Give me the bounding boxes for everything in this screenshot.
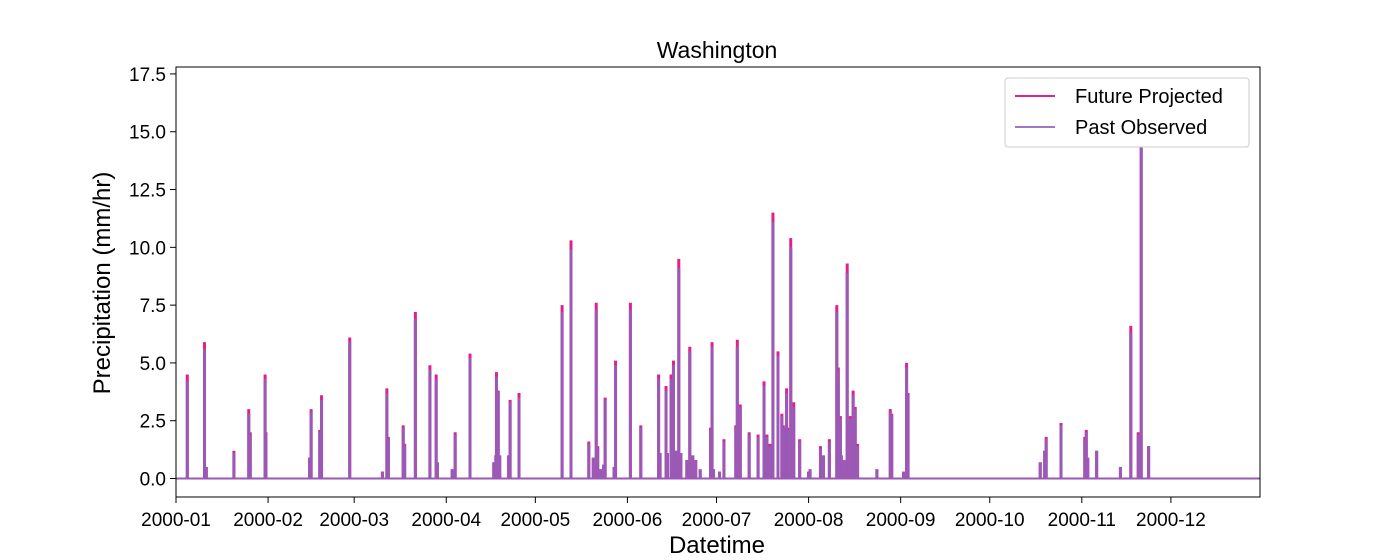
y-tick-label: 10.0 <box>129 238 166 259</box>
series-layer <box>176 97 1260 480</box>
x-tick-label: 2000-01 <box>141 510 211 531</box>
legend-label-past-observed: Past Observed <box>1075 117 1207 139</box>
legend-label-future-projected: Future Projected <box>1075 86 1223 108</box>
y-tick-label: 5.0 <box>140 354 166 375</box>
y-tick-label: 7.5 <box>140 296 166 317</box>
x-tick-label: 2000-02 <box>233 510 303 531</box>
chart-title: Washington <box>657 37 778 63</box>
x-tick-label: 2000-09 <box>866 510 936 531</box>
x-tick-label: 2000-12 <box>1136 510 1206 531</box>
x-tick-label: 2000-11 <box>1048 510 1116 531</box>
y-tick-label: 17.5 <box>129 65 166 86</box>
x-axis-label: Datetime <box>669 532 765 559</box>
y-axis-label: Precipitation (mm/hr) <box>89 172 116 395</box>
y-axis: 0.0 2.5 5.0 7.5 10.0 12.5 15.0 17.5 <box>129 65 176 491</box>
y-tick-label: 12.5 <box>129 181 166 202</box>
x-axis: 2000-01 2000-02 2000-03 2000-04 2000-05 2000-… <box>141 497 1206 531</box>
series-past-observed <box>176 113 1260 480</box>
legend-box <box>1004 77 1250 148</box>
x-tick-label: 2000-03 <box>319 510 389 531</box>
legend: Future Projected Past Observed <box>1004 77 1250 148</box>
x-tick-label: 2000-06 <box>593 510 663 531</box>
y-tick-label: 2.5 <box>140 412 166 433</box>
series-future-projected <box>176 97 1260 480</box>
x-tick-label: 2000-08 <box>774 510 844 531</box>
x-tick-label: 2000-07 <box>682 510 752 531</box>
y-tick-label: 0.0 <box>140 470 166 491</box>
x-tick-label: 2000-05 <box>500 510 570 531</box>
plot-frame <box>175 66 1261 498</box>
y-tick-label: 15.0 <box>129 123 166 144</box>
x-tick-label: 2000-04 <box>411 510 481 531</box>
x-tick-label: 2000-10 <box>955 510 1025 531</box>
